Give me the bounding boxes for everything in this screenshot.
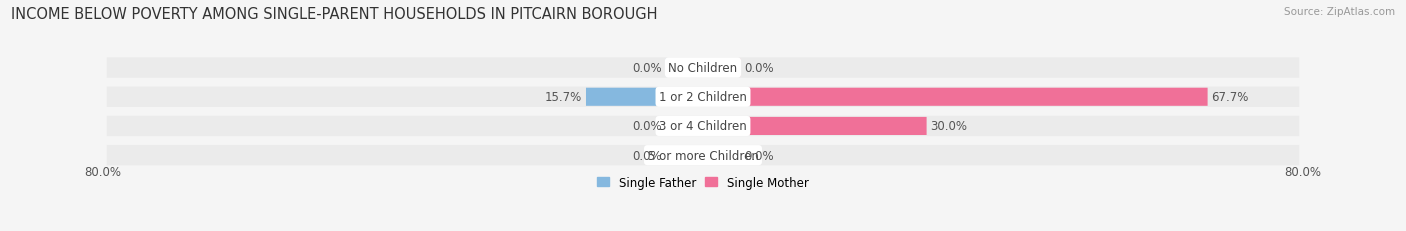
FancyBboxPatch shape (703, 88, 1208, 106)
Text: 15.7%: 15.7% (546, 91, 582, 104)
Text: 0.0%: 0.0% (744, 62, 773, 75)
FancyBboxPatch shape (107, 87, 1299, 107)
FancyBboxPatch shape (703, 117, 927, 135)
FancyBboxPatch shape (107, 58, 1299, 79)
FancyBboxPatch shape (665, 59, 703, 77)
FancyBboxPatch shape (665, 117, 703, 135)
FancyBboxPatch shape (665, 146, 703, 164)
Text: Source: ZipAtlas.com: Source: ZipAtlas.com (1284, 7, 1395, 17)
FancyBboxPatch shape (703, 59, 741, 77)
Text: 30.0%: 30.0% (931, 120, 967, 133)
Text: 0.0%: 0.0% (633, 120, 662, 133)
Text: 80.0%: 80.0% (1285, 165, 1322, 178)
FancyBboxPatch shape (586, 88, 703, 106)
Legend: Single Father, Single Mother: Single Father, Single Mother (593, 171, 813, 194)
Text: 0.0%: 0.0% (633, 149, 662, 162)
Text: 80.0%: 80.0% (84, 165, 121, 178)
Text: INCOME BELOW POVERTY AMONG SINGLE-PARENT HOUSEHOLDS IN PITCAIRN BOROUGH: INCOME BELOW POVERTY AMONG SINGLE-PARENT… (11, 7, 658, 22)
Text: 0.0%: 0.0% (633, 62, 662, 75)
Text: 3 or 4 Children: 3 or 4 Children (659, 120, 747, 133)
Text: 1 or 2 Children: 1 or 2 Children (659, 91, 747, 104)
Text: 67.7%: 67.7% (1212, 91, 1249, 104)
Text: 5 or more Children: 5 or more Children (648, 149, 758, 162)
FancyBboxPatch shape (107, 116, 1299, 137)
Text: No Children: No Children (668, 62, 738, 75)
Text: 0.0%: 0.0% (744, 149, 773, 162)
FancyBboxPatch shape (703, 146, 741, 164)
FancyBboxPatch shape (107, 145, 1299, 166)
